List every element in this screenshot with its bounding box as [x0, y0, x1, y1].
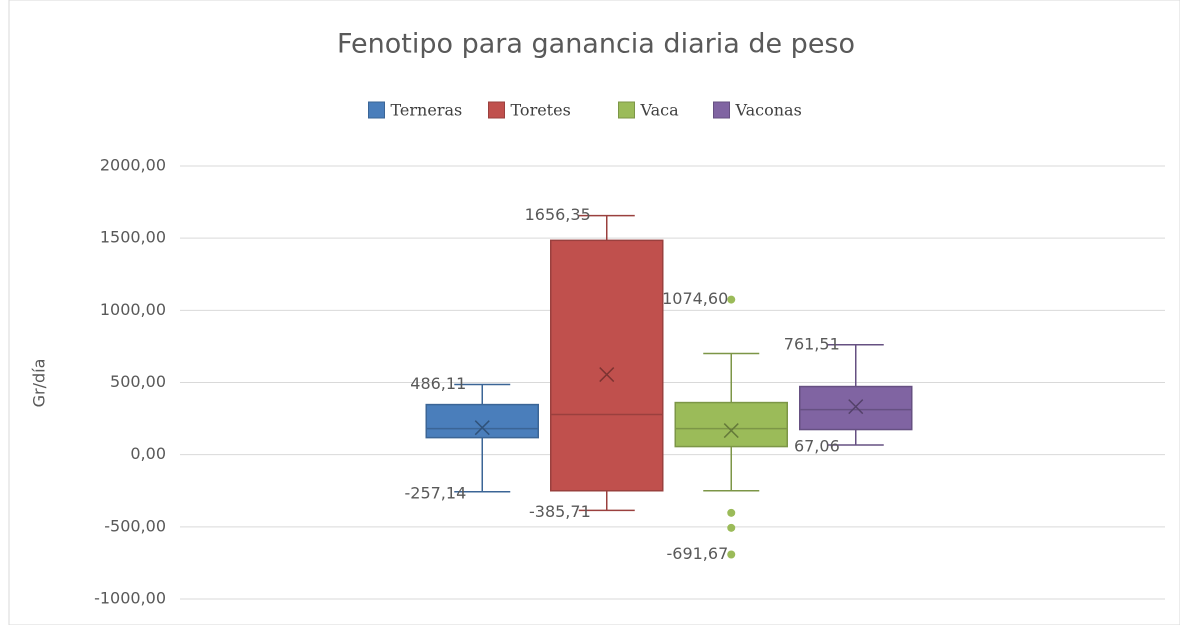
outlier: [727, 508, 736, 517]
y-tick-label: -500,00: [104, 516, 166, 535]
data-label: -257,14: [404, 483, 466, 502]
mean-marker: [848, 399, 864, 415]
legend-swatch: [368, 101, 385, 119]
outlier: [727, 295, 736, 304]
data-label: 67,06: [794, 436, 840, 455]
y-tick-label: 500,00: [110, 372, 166, 391]
box: [550, 239, 664, 492]
data-label: 1656,35: [525, 205, 591, 224]
y-tick-label: -1000,00: [94, 589, 166, 608]
legend-swatch: [618, 101, 635, 119]
outlier: [727, 523, 736, 532]
legend-label: Vaconas: [735, 101, 802, 120]
box: [799, 385, 913, 431]
legend-label: Vaca: [640, 101, 680, 120]
y-tick-label: 1000,00: [100, 300, 166, 319]
mean-marker: [723, 423, 739, 439]
data-label: 761,51: [784, 334, 840, 353]
legend-swatch: [713, 101, 730, 119]
data-label: 1074,60: [662, 289, 728, 308]
legend-label: Terneras: [391, 101, 463, 120]
box: [425, 403, 539, 439]
data-label: 486,11: [410, 374, 466, 393]
outlier: [727, 550, 736, 559]
y-tick-label: 1500,00: [100, 228, 166, 247]
data-label: -691,67: [666, 544, 728, 563]
y-axis-label: Gr/día: [30, 359, 49, 408]
y-tick-label: 2000,00: [100, 156, 166, 175]
y-tick-label: 0,00: [130, 444, 166, 463]
mean-marker: [474, 420, 490, 436]
box: [674, 401, 788, 448]
chart-title: Fenotipo para ganancia diaria de peso: [337, 29, 855, 60]
data-label: -385,71: [529, 502, 591, 521]
mean-marker: [599, 367, 615, 383]
legend-label: Toretes: [511, 101, 571, 120]
legend-swatch: [488, 101, 505, 119]
